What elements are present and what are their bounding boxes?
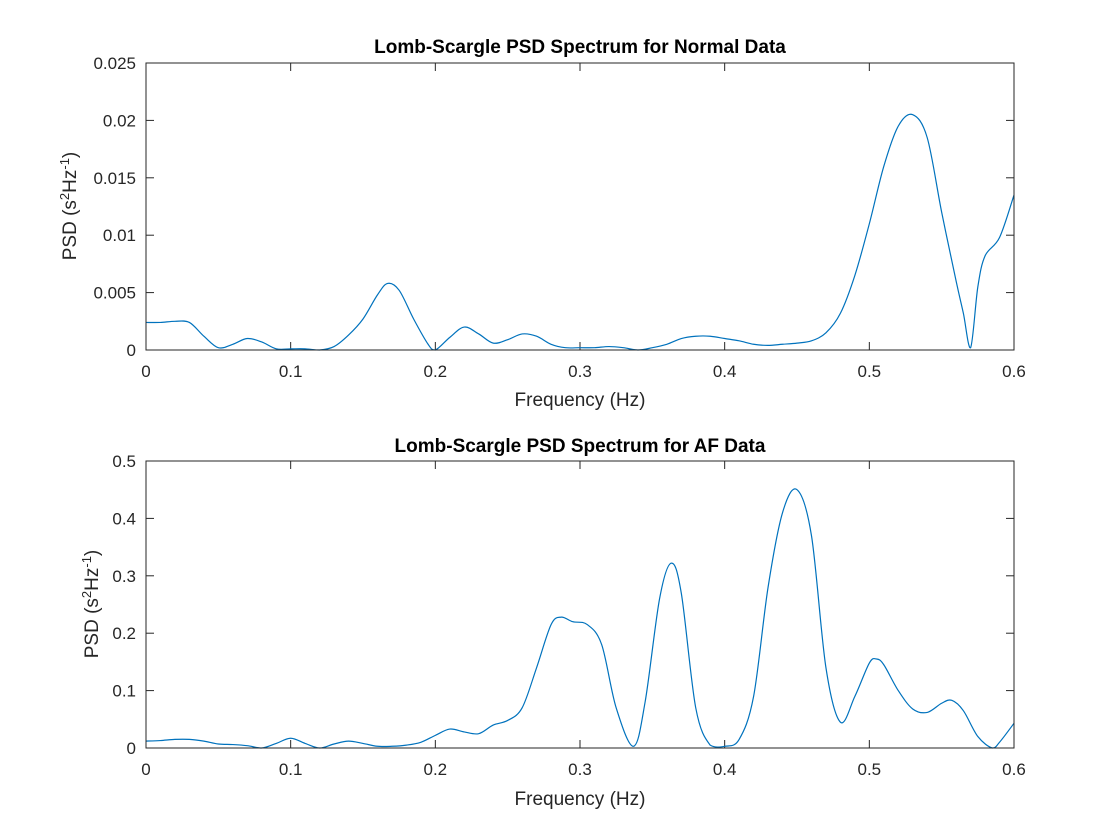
x-tick-label: 0.5 [858, 362, 882, 381]
y-axis-label-mid: Hz [60, 170, 81, 193]
y-axis-label-base: PSD (s [82, 598, 103, 658]
x-tick-label: 0.2 [424, 760, 448, 779]
x-tick-label: 0 [141, 362, 150, 381]
normal-data-plot: Lomb-Scargle PSD Spectrum for Normal Dat… [57, 37, 1026, 411]
x-axis-label: Frequency (Hz) [515, 789, 646, 810]
y-axis-label-sup2: -1 [79, 556, 94, 568]
x-tick-label: 0.6 [1002, 362, 1026, 381]
axes-box [145, 460, 1015, 749]
x-tick-label: 0.3 [568, 760, 592, 779]
plot-title: Lomb-Scargle PSD Spectrum for AF Data [395, 436, 766, 457]
y-tick-label: 0.1 [112, 682, 136, 701]
x-tick-label: 0.4 [713, 362, 737, 381]
x-tick-label: 0.1 [279, 760, 303, 779]
y-axis-label-sup1: 2 [57, 193, 72, 200]
y-tick-label: 0.02 [103, 111, 136, 130]
y-tick-label: 0.005 [93, 284, 136, 303]
tick-layer: 0 0.1 0.2 0.3 0.4 0.5 0.6 0 0.1 0.2 0.3 0.4 0.5 [112, 452, 1025, 779]
normal-psd-line [145, 113, 1015, 351]
y-tick-label: 0.025 [93, 54, 136, 73]
y-axis-label-base: PSD (s [60, 200, 81, 260]
y-tick-label: 0.5 [112, 452, 136, 471]
y-tick-label: 0.2 [112, 624, 136, 643]
y-axis-label: PSD (s2Hz-1) [79, 550, 103, 659]
x-axis-label: Frequency (Hz) [515, 390, 646, 411]
x-tick-label: 0 [141, 760, 150, 779]
plot-title: Lomb-Scargle PSD Spectrum for Normal Dat… [374, 37, 786, 58]
y-tick-label: 0.4 [112, 509, 136, 528]
axes-box [145, 62, 1015, 351]
x-tick-label: 0.2 [424, 362, 448, 381]
y-axis-label-mid: Hz [82, 568, 103, 591]
y-tick-label: 0 [127, 341, 136, 360]
y-axis-label-sup2: -1 [57, 158, 72, 170]
y-tick-label: 0.3 [112, 567, 136, 586]
x-tick-label: 0.6 [1002, 760, 1026, 779]
af-psd-line [145, 488, 1015, 749]
y-axis-label-sup1: 2 [79, 591, 94, 598]
x-tick-label: 0.3 [568, 362, 592, 381]
x-tick-label: 0.5 [858, 760, 882, 779]
y-axis-label-end: ) [82, 550, 103, 556]
y-axis-label: PSD (s2Hz-1) [57, 152, 81, 261]
x-tick-label: 0.1 [279, 362, 303, 381]
x-tick-label: 0.4 [713, 760, 737, 779]
tick-layer: 0 0.1 0.2 0.3 0.4 0.5 0.6 0 0.005 0.01 0.015 0.02 0.… [93, 54, 1025, 381]
y-axis-label-end: ) [60, 152, 81, 158]
y-tick-label: 0.015 [93, 169, 136, 188]
y-tick-label: 0.01 [103, 226, 136, 245]
y-tick-label: 0 [127, 739, 136, 758]
